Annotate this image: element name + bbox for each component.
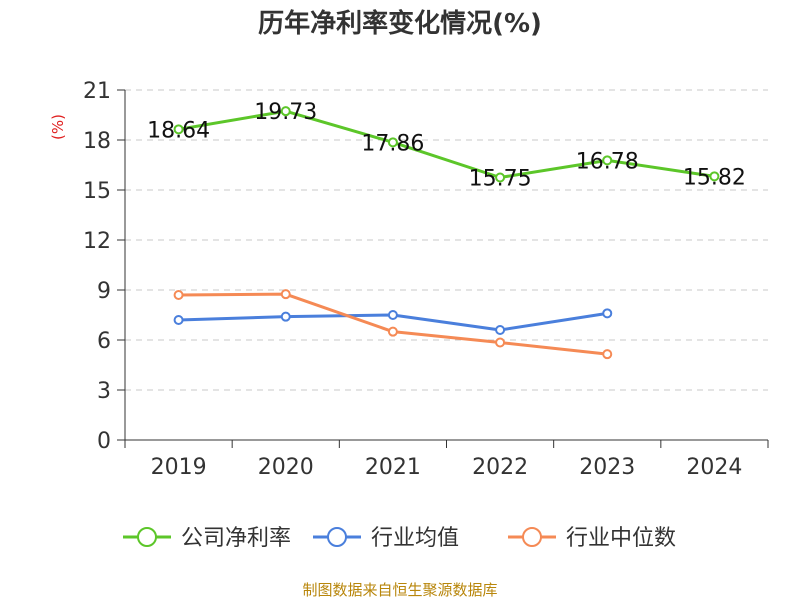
data-point bbox=[495, 325, 506, 335]
data-point bbox=[173, 124, 184, 135]
series-3 bbox=[173, 289, 613, 360]
y-tick-label: 9 bbox=[97, 279, 111, 304]
legend-marker bbox=[522, 527, 542, 547]
y-tick-label: 15 bbox=[83, 179, 111, 204]
data-point bbox=[280, 289, 291, 300]
axes bbox=[124, 90, 768, 441]
data-label: 18.64 bbox=[147, 118, 210, 143]
y-axis-label: (%) bbox=[49, 114, 67, 140]
data-point bbox=[173, 290, 184, 300]
x-tick-label: 2022 bbox=[472, 455, 528, 480]
legend-item-2: 行业均值 bbox=[313, 526, 459, 551]
data-point bbox=[602, 308, 613, 319]
data-point bbox=[495, 172, 506, 183]
x-axis-ticks: 2019 2020 2021 2022 2023 2024 bbox=[124, 440, 769, 480]
data-point bbox=[387, 326, 398, 337]
data-point bbox=[602, 349, 613, 360]
legend-item-1: 公司净利率 bbox=[123, 526, 291, 551]
y-tick-label: 12 bbox=[83, 229, 111, 254]
y-tick-label: 3 bbox=[97, 379, 111, 404]
data-labels: 18.64 19.73 17.86 15.75 16.78 15.82 bbox=[147, 100, 746, 191]
data-label: 16.78 bbox=[576, 149, 639, 174]
series-1 bbox=[173, 106, 720, 183]
legend-marker bbox=[137, 527, 157, 547]
data-label: 19.73 bbox=[254, 100, 317, 125]
data-label: 15.75 bbox=[469, 167, 532, 192]
legend-item-3: 行业中位数 bbox=[508, 526, 676, 551]
series-line bbox=[178, 109, 715, 179]
y-axis-ticks: 0 3 6 9 12 15 18 21 bbox=[83, 79, 125, 454]
x-tick-label: 2019 bbox=[151, 455, 207, 480]
grid-lines bbox=[125, 89, 768, 391]
y-tick-label: 6 bbox=[97, 329, 111, 354]
y-tick-label: 0 bbox=[97, 429, 111, 454]
source-note: 制图数据来自恒生聚源数据库 bbox=[302, 581, 497, 599]
data-point bbox=[602, 155, 613, 166]
series-2 bbox=[173, 308, 613, 335]
x-tick-label: 2021 bbox=[365, 455, 421, 480]
legend-marker bbox=[327, 527, 347, 547]
data-point bbox=[387, 137, 398, 148]
data-point bbox=[280, 311, 291, 322]
legend-label: 行业均值 bbox=[371, 526, 459, 551]
data-point bbox=[173, 315, 184, 325]
chart-title: 历年净利率变化情况(%) bbox=[258, 8, 542, 39]
legend: 公司净利率 行业均值 行业中位数 bbox=[123, 526, 676, 551]
y-tick-label: 21 bbox=[83, 79, 111, 104]
data-label: 17.86 bbox=[361, 131, 424, 156]
legend-label: 公司净利率 bbox=[181, 526, 291, 551]
data-point bbox=[709, 171, 720, 182]
y-tick-label: 18 bbox=[83, 129, 111, 154]
data-point bbox=[387, 310, 398, 320]
data-label: 15.82 bbox=[683, 165, 746, 190]
series-group bbox=[173, 106, 720, 360]
legend-label: 行业中位数 bbox=[566, 526, 676, 551]
data-point bbox=[495, 337, 506, 348]
x-tick-label: 2023 bbox=[579, 455, 635, 480]
data-point bbox=[280, 106, 291, 117]
x-tick-label: 2024 bbox=[686, 455, 742, 480]
x-tick-label: 2020 bbox=[258, 455, 314, 480]
